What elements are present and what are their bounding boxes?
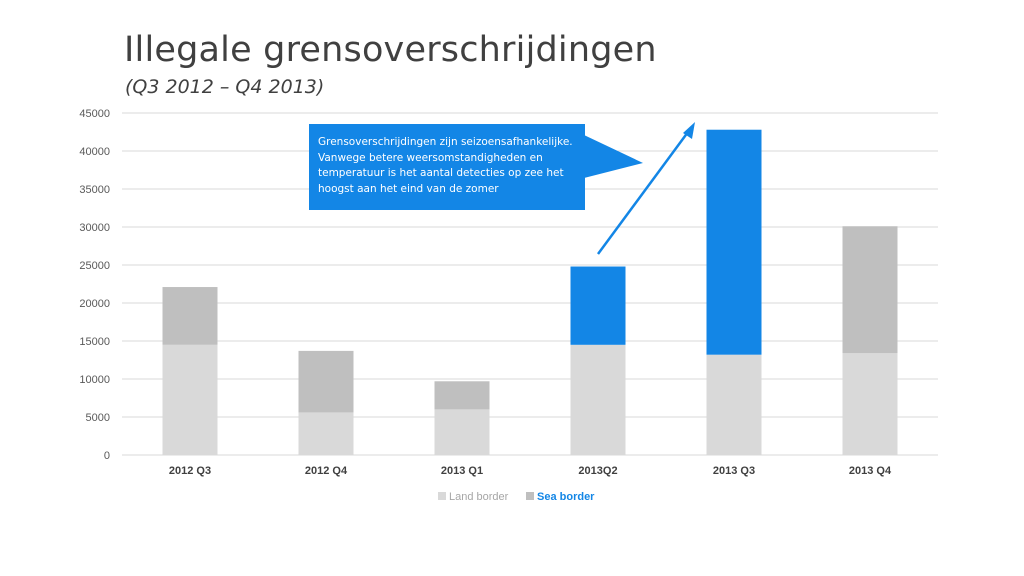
bar-sea-border [706,129,762,355]
x-tick-label: 2013Q2 [578,465,617,477]
bar-land-border [570,344,626,455]
bar-land-border [162,344,218,455]
x-tick-label: 2013 Q3 [713,465,755,477]
chart-subtitle: (Q3 2012 – Q4 2013) [125,76,325,98]
legend: Land border Sea border [438,491,595,503]
y-tick-label: 20000 [79,298,110,310]
callout-pointer [584,135,643,178]
y-axis-ticks: 0 5000 10000 15000 20000 25000 30000 35000 40000… [79,108,110,462]
x-tick-label: 2013 Q1 [441,465,483,477]
y-tick-label: 45000 [79,108,110,120]
legend-label-sea: Sea border [537,491,595,503]
y-tick-label: 0 [104,450,110,462]
bar-sea-border [434,381,490,410]
bar-land-border [706,354,762,455]
y-tick-label: 5000 [86,412,110,424]
bars [162,129,898,455]
legend-label-land: Land border [449,491,509,503]
chart-title: Illegale grensoverschrijdingen [124,30,657,70]
x-tick-label: 2012 Q4 [305,465,348,477]
legend-swatch-sea [526,492,534,500]
bar-sea-border [162,287,218,345]
trend-arrow [596,122,695,255]
gridlines [122,112,938,456]
bar-land-border [298,412,354,455]
bar-sea-border [842,226,898,354]
y-tick-label: 35000 [79,184,110,196]
y-tick-label: 10000 [79,374,110,386]
bar-land-border [842,353,898,455]
y-tick-label: 40000 [79,146,110,158]
x-axis-ticks: 2012 Q3 2012 Q4 2013 Q1 2013Q2 2013 Q3 2013 Q… [169,465,892,477]
bar-sea-border [570,266,626,345]
x-tick-label: 2013 Q4 [849,465,892,477]
bar-land-border [434,409,490,455]
y-tick-label: 30000 [79,222,110,234]
y-tick-label: 15000 [79,336,110,348]
x-tick-label: 2012 Q3 [169,465,211,477]
y-tick-label: 25000 [79,260,110,272]
annotation-callout: Grensoverschrijdingen zijn seizoensafhan… [309,124,585,210]
legend-swatch-land [438,492,446,500]
bar-sea-border [298,350,354,413]
